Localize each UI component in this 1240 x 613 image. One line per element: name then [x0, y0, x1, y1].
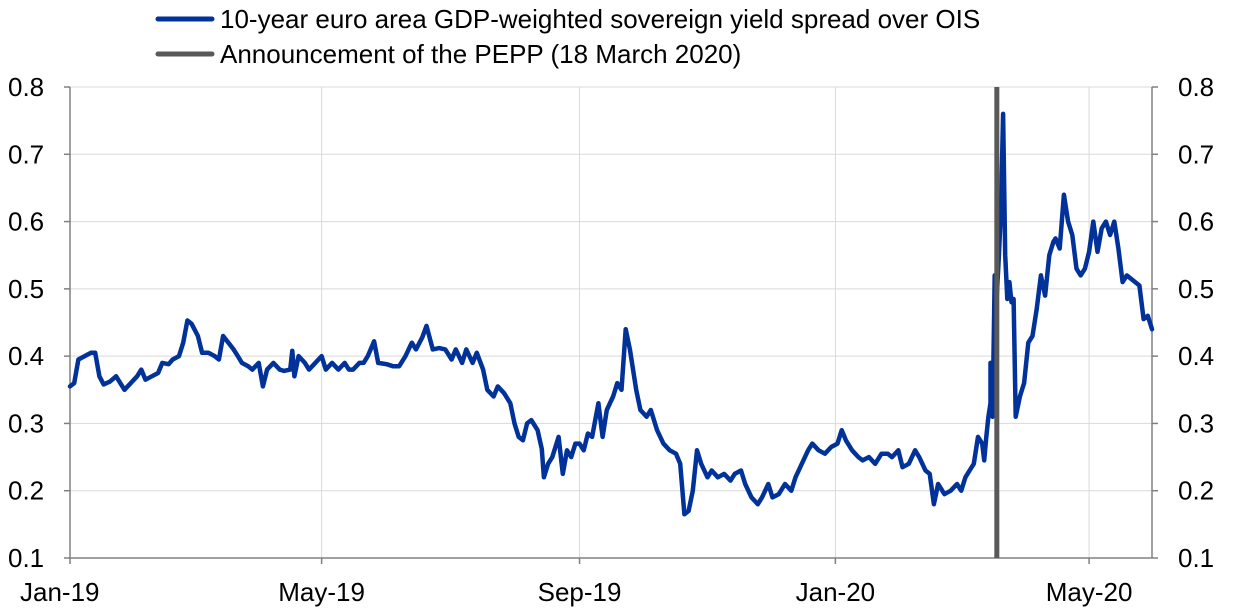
x-tick-label: May-20: [1046, 577, 1133, 607]
y-tick-label-right: 0.6: [1178, 207, 1214, 237]
axes: [69, 87, 1153, 559]
y-tick-label-left: 0.5: [8, 274, 44, 304]
y-tick-label-left: 0.8: [8, 72, 44, 102]
left-y-ticks: 0.8 0.7 0.6 0.5 0.4 0.3 0.2 0.1: [8, 72, 70, 573]
y-tick-label-right: 0.5: [1178, 274, 1214, 304]
y-tick-label-right: 0.4: [1178, 341, 1214, 371]
y-tick-label-left: 0.6: [8, 207, 44, 237]
gridlines: [69, 86, 1152, 559]
x-tick-label: Jan-19: [20, 577, 100, 607]
y-tick-label-right: 0.7: [1178, 139, 1214, 169]
x-ticks: Jan-19 May-19 Sep-19 Jan-20 May-20: [20, 558, 1132, 607]
y-tick-label-right: 0.8: [1178, 72, 1214, 102]
right-y-ticks: 0.8 0.7 0.6 0.5 0.4 0.3 0.2 0.1: [1152, 72, 1214, 573]
x-tick-label: Sep-19: [538, 577, 622, 607]
y-tick-label-left: 0.1: [8, 543, 44, 573]
x-tick-label: May-19: [278, 577, 365, 607]
legend-label-pepp: Announcement of the PEPP (18 March 2020): [220, 39, 741, 69]
y-tick-label-right: 0.2: [1178, 476, 1214, 506]
x-tick-label: Jan-20: [796, 577, 876, 607]
legend-label-spread: 10-year euro area GDP-weighted sovereign…: [220, 4, 980, 34]
y-tick-label-left: 0.3: [8, 408, 44, 438]
legend: 10-year euro area GDP-weighted sovereign…: [155, 4, 980, 69]
y-tick-label-right: 0.3: [1178, 408, 1214, 438]
y-tick-label-left: 0.7: [8, 139, 44, 169]
y-tick-label-left: 0.4: [8, 341, 44, 371]
series-layer: [67, 111, 1155, 517]
y-tick-label-right: 0.1: [1178, 543, 1214, 573]
series-line-spread: [67, 111, 1155, 517]
y-tick-label-left: 0.2: [8, 476, 44, 506]
